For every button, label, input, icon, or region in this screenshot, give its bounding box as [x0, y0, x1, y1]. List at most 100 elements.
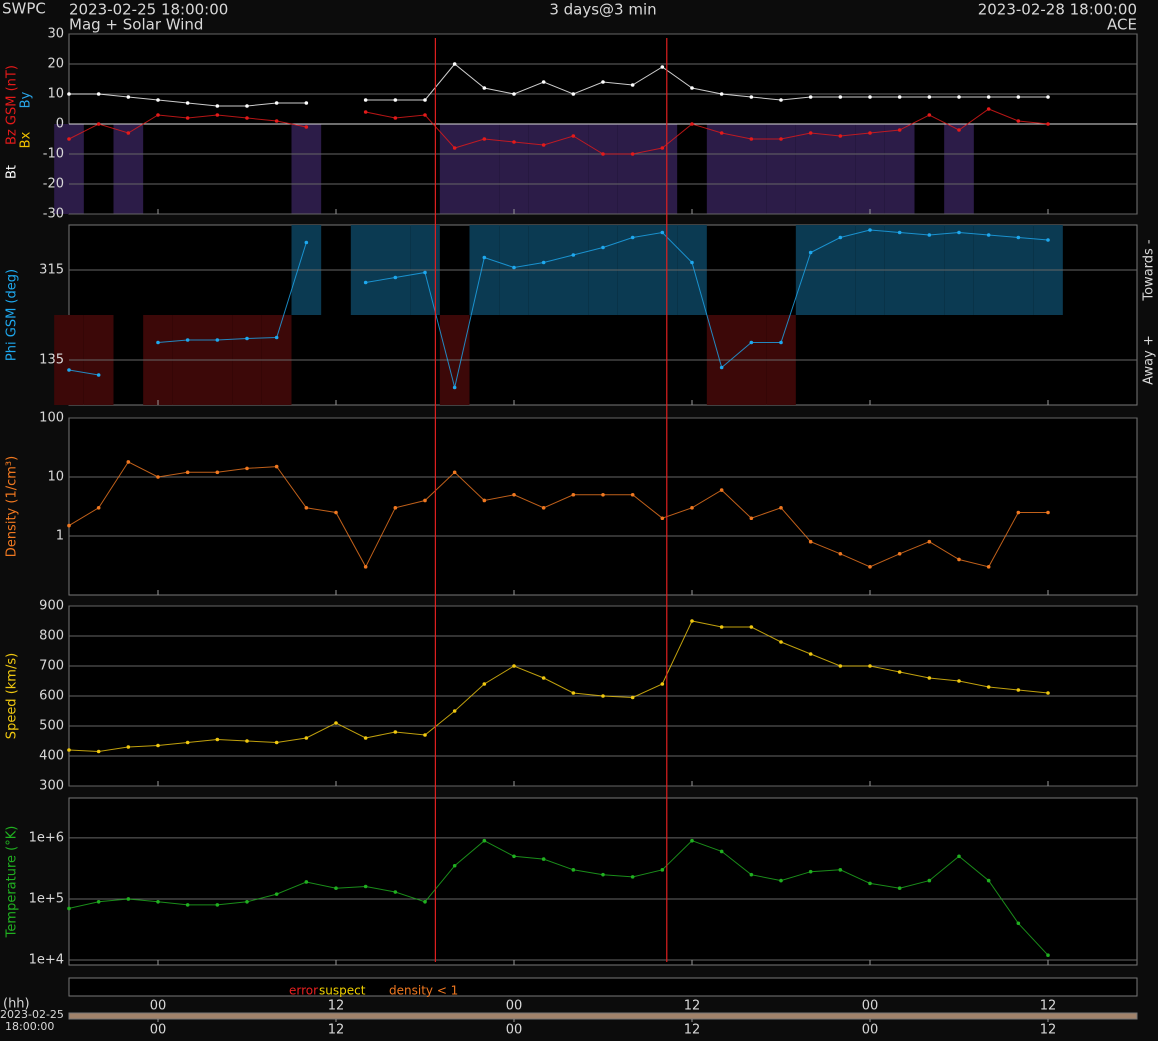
data-point: [185, 903, 190, 907]
y-tick-label: 135: [39, 353, 64, 368]
data-point: [897, 886, 902, 891]
data-point: [185, 101, 190, 105]
data-point: [245, 336, 249, 341]
negative-shade: [291, 124, 322, 214]
data-point: [660, 868, 665, 872]
data-point: [927, 95, 932, 99]
y-tick-label: 500: [39, 719, 64, 734]
y-tick-label: 1e+5: [29, 891, 64, 906]
data-point: [986, 233, 991, 237]
data-point: [571, 492, 576, 497]
data-point: [126, 745, 131, 749]
quality-legend: density < 1: [389, 984, 458, 998]
x-tick-label: 00: [506, 999, 523, 1014]
data-point: [719, 92, 724, 96]
series-line: [68, 840, 1049, 956]
x-tick-label: 12: [328, 999, 345, 1014]
data-point: [393, 98, 398, 102]
y-tick-label: 700: [39, 659, 64, 674]
data-point: [541, 143, 546, 147]
data-point: [897, 551, 902, 556]
data-point: [1016, 95, 1021, 99]
legend-label: Bx: [19, 131, 34, 148]
data-point: [749, 340, 754, 345]
data-point: [215, 903, 220, 907]
data-point: [660, 516, 665, 521]
data-point: [67, 368, 71, 372]
data-point: [541, 260, 546, 265]
data-point: [601, 694, 605, 698]
quality-legend: error: [289, 984, 318, 998]
quality-strip: [68, 977, 1138, 997]
data-point: [690, 122, 694, 126]
data-point: [541, 676, 546, 680]
side-label: Away +: [1142, 335, 1157, 385]
time-bar: [68, 1012, 1138, 1020]
data-point: [838, 551, 843, 556]
data-point: [719, 625, 724, 629]
data-point: [868, 131, 872, 135]
data-point: [185, 116, 190, 120]
data-point: [126, 131, 131, 135]
data-point: [363, 884, 368, 889]
side-label: Towards -: [1142, 239, 1157, 302]
y-tick-label: 1e+6: [29, 830, 64, 845]
data-point: [1016, 510, 1021, 515]
y-tick-label: 30: [47, 27, 64, 42]
data-point: [601, 80, 605, 84]
data-point: [512, 92, 516, 96]
series-line: [68, 229, 1049, 388]
data-point: [452, 863, 457, 868]
data-point: [927, 539, 932, 544]
data-point: [808, 539, 813, 544]
data-point: [245, 466, 249, 471]
y-tick-label: -30: [43, 207, 64, 222]
series-line: [68, 461, 1048, 568]
legend-label: By: [19, 91, 34, 108]
data-point: [304, 101, 309, 105]
data-point: [541, 80, 546, 84]
source: ACE: [1107, 16, 1137, 34]
data-point: [1046, 691, 1050, 695]
data-point: [304, 736, 309, 740]
y-tick-label: 1: [56, 529, 64, 544]
y-tick-label: 315: [39, 263, 64, 278]
data-point: [719, 365, 724, 370]
data-point: [96, 506, 101, 510]
data-point: [986, 95, 991, 99]
data-point: [571, 92, 576, 96]
end-time: 2023-02-28 18:00:00: [978, 1, 1137, 19]
data-point: [67, 137, 71, 141]
data-point: [601, 152, 605, 156]
data-point: [571, 691, 576, 695]
data-point: [749, 95, 754, 99]
y-tick-label: -20: [43, 177, 64, 192]
data-point: [779, 98, 783, 102]
data-point: [571, 134, 576, 138]
data-point: [126, 897, 131, 901]
data-point: [749, 516, 754, 521]
data-point: [601, 492, 605, 497]
data-point: [363, 110, 368, 114]
data-point: [986, 685, 991, 689]
data-point: [630, 695, 635, 700]
data-point: [304, 880, 309, 884]
data-point: [601, 245, 605, 250]
data-point: [927, 676, 932, 680]
data-point: [334, 510, 338, 515]
data-point: [986, 107, 991, 111]
data-point: [274, 892, 279, 896]
data-point: [571, 868, 576, 872]
data-point: [571, 253, 576, 257]
y-tick-label: 10: [47, 87, 64, 102]
data-point: [482, 255, 487, 260]
data-point: [838, 95, 843, 99]
data-point: [96, 122, 101, 126]
data-point: [660, 230, 665, 235]
start-clock: 18:00:00: [5, 1020, 54, 1033]
data-point: [808, 131, 813, 135]
data-point: [601, 872, 605, 877]
data-point: [779, 506, 783, 510]
